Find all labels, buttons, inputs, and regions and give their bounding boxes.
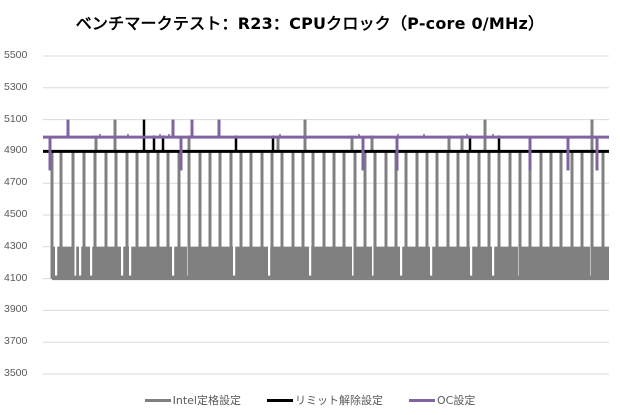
intel-band-gap	[372, 245, 375, 276]
legend-swatch-oc	[409, 398, 435, 402]
intel-band-gap	[121, 245, 124, 276]
legend-swatch-intel	[144, 398, 171, 402]
y-tick-label: 3500	[4, 367, 28, 379]
y-tick-label: 5300	[4, 80, 28, 93]
y-tick-label: 4500	[4, 208, 28, 220]
intel-band-gap	[309, 245, 312, 276]
intel-band-gap	[129, 245, 132, 276]
legend-label-intel: Intel定格設定	[172, 394, 241, 407]
intel-band-gap	[233, 245, 236, 276]
intel-band-gap	[352, 245, 355, 276]
y-tick-label: 5100	[4, 112, 28, 125]
y-tick-label: 4900	[4, 144, 28, 157]
intel-band	[52, 246, 609, 279]
legend: Intel定格設定 リミット解除設定 OC設定	[0, 392, 620, 408]
intel-band-gap	[74, 245, 77, 276]
intel-band-gap	[90, 245, 93, 276]
intel-band-gap	[79, 245, 82, 276]
intel-band-gap	[492, 245, 495, 276]
intel-band-gap	[55, 245, 58, 276]
y-tick-label: 3700	[4, 335, 28, 348]
intel-band-gap	[400, 245, 403, 276]
y-tick-label: 4100	[4, 271, 28, 284]
legend-item-limit: リミット解除設定	[267, 392, 383, 408]
legend-swatch-limit	[267, 398, 293, 402]
intel-band-gap	[172, 245, 175, 276]
legend-item-intel: Intel定格設定	[144, 392, 241, 408]
y-tick-label: 5500	[4, 49, 28, 61]
y-tick-label: 3900	[4, 303, 28, 316]
y-tick-label: 4700	[4, 176, 28, 189]
intel-band-gap	[268, 245, 271, 276]
chart-title: ベンチマークテスト：R23：CPUクロック（P-core 0/MHz）	[75, 14, 545, 33]
legend-item-oc: OC設定	[409, 392, 475, 408]
legend-label-limit: リミット解除設定	[295, 394, 383, 407]
y-tick-label: 4300	[4, 239, 28, 252]
intel-band-gap	[470, 245, 473, 276]
intel-band-gap	[430, 245, 433, 276]
legend-label-oc: OC設定	[437, 394, 476, 407]
